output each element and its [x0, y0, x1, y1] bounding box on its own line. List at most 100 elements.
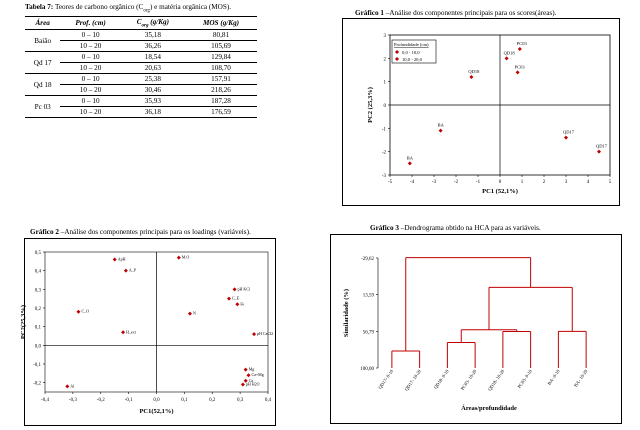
legend-title: Profundidade (cm)	[394, 42, 429, 47]
x-tick-label: 5	[609, 180, 612, 185]
data-point	[564, 135, 568, 140]
x-tick-label: -4	[410, 180, 415, 185]
legend-marker	[395, 50, 399, 54]
carbon-table: Área Prof. (cm) Corg (g/Kg) MOS (g/Kg) B…	[25, 16, 257, 118]
x-tick-label: 4	[587, 180, 590, 185]
data-point	[517, 47, 522, 51]
point-label: Fe	[240, 301, 244, 306]
mos-cell: 187,28	[185, 95, 257, 107]
legend-entry: 0,0 - 10,0	[402, 50, 420, 56]
y-axis-label: Similaridade (%)	[343, 289, 350, 337]
point-label: M.O	[182, 255, 190, 260]
point-label: QD17	[563, 130, 575, 135]
col-mos: MOS (g/Kg)	[185, 16, 257, 30]
x-tick-label: 1	[521, 180, 524, 185]
x-tick-label: -1	[476, 180, 481, 185]
y-tick-label: 13,59	[363, 294, 375, 299]
y-tick-label: 0,4	[35, 270, 42, 275]
y-tick-label: 0,2	[35, 307, 42, 312]
mos-cell: 80,81	[185, 29, 257, 41]
figure2-frame	[24, 238, 276, 426]
point-label: Ca+Mg	[251, 372, 263, 377]
corg-cell: 35,93	[120, 95, 186, 107]
mos-cell: 157,91	[185, 73, 257, 85]
x-tick-label: 3	[565, 180, 568, 185]
point-label: Al	[70, 383, 75, 388]
point-label: H_ext	[126, 329, 137, 334]
y-tick-label: 100,00	[360, 367, 374, 372]
y-tick-label: -2	[382, 151, 387, 156]
leaf-label: QD17- 0-10	[377, 368, 394, 390]
figure3-label: Gráfico 3	[370, 224, 399, 232]
figure1-title: –Análise dos componentes principais para…	[383, 9, 557, 17]
depth-cell: 0 – 10	[60, 95, 121, 107]
x-tick-label: -0,1	[125, 398, 133, 403]
area-cell: Qd 17	[25, 51, 61, 74]
depth-cell: 10 – 20	[60, 62, 121, 74]
data-point	[65, 384, 70, 389]
data-point	[243, 367, 248, 372]
col-area: Área	[25, 16, 61, 30]
y-tick-label: 0	[384, 104, 387, 109]
table-caption-text: Teores de carbono orgânico (C	[54, 3, 144, 11]
point-label: QD18	[468, 69, 480, 74]
data-point	[252, 332, 257, 337]
table-row: Qd 17 0 – 10 18,54 129,84	[25, 51, 257, 74]
depth-cell: 10 – 20	[60, 106, 121, 118]
col-prof: Prof. (cm)	[60, 16, 121, 30]
y-tick-label: -0,1	[33, 363, 41, 368]
leaf-label: QD17- 10-20	[404, 368, 423, 392]
leaf-label: QD18- 0-10	[433, 368, 450, 390]
leaf-label: PC03- 0-10	[517, 368, 534, 389]
area-cell: Baião	[25, 29, 61, 52]
corg-cell: 20,63	[120, 62, 186, 74]
mos-cell: 105,69	[185, 40, 257, 52]
table-caption-rest: ) e matéria orgânica (MOS).	[149, 3, 232, 11]
figure3-title: –Dendrograma obtido na HCA para as variá…	[398, 224, 541, 232]
table-row: 10 – 20 20,63 108,70	[25, 62, 257, 74]
mos-cell: 108,70	[185, 62, 257, 74]
data-point	[597, 149, 601, 154]
point-label: C_O	[81, 309, 89, 314]
x-tick-label: 0,1	[181, 398, 188, 403]
leaf-label: BA- 10-20	[573, 368, 589, 388]
y-tick-label: 56,79	[363, 330, 375, 335]
corg-cell: 18,54	[120, 51, 186, 63]
corg-cell: 36,18	[120, 106, 186, 118]
y-tick-label: 0,1	[35, 326, 42, 331]
data-point	[187, 311, 192, 316]
y-tick-label: -0,2	[33, 382, 41, 387]
x-tick-label: 2	[543, 180, 546, 185]
table-caption: Tabela 7: Teores de carbono orgânico (Co…	[25, 3, 231, 13]
data-point	[407, 161, 412, 166]
figure3-frame	[330, 234, 622, 424]
x-tick-label: 0,0	[153, 398, 160, 403]
corg-cell: 30,46	[120, 84, 186, 96]
leaf-label: QD18- 10-20	[487, 368, 506, 392]
x-tick-label: -0,3	[69, 398, 77, 403]
col-corg-sub: org	[141, 23, 149, 29]
mos-cell: 218,26	[185, 84, 257, 96]
point-label: pH KCl	[238, 286, 251, 291]
y-axis-label: PC2 (25,3%)	[367, 87, 374, 123]
point-label: PC03	[515, 64, 526, 69]
depth-cell: 10 – 20	[60, 84, 121, 96]
x-axis-label: PC1 (52,1%)	[482, 188, 518, 195]
corg-cell: 36,26	[120, 40, 186, 52]
point-label: A_P	[129, 268, 137, 273]
data-point	[226, 296, 231, 301]
data-point	[246, 373, 251, 378]
table-row: Qd 18 0 – 10 25,38 157,91	[25, 73, 257, 96]
data-point	[121, 330, 126, 335]
data-point	[438, 128, 443, 133]
legend-box	[391, 39, 437, 64]
y-tick-label: 1	[384, 81, 387, 86]
x-tick-label: 0	[499, 180, 502, 185]
leaf-label: BA- 0-10	[547, 368, 562, 386]
corg-cell: 25,38	[120, 73, 186, 85]
y-tick-label: 0,3	[35, 288, 42, 293]
data-point	[235, 302, 240, 307]
col-corg-unit: (g/Kg)	[148, 17, 170, 26]
